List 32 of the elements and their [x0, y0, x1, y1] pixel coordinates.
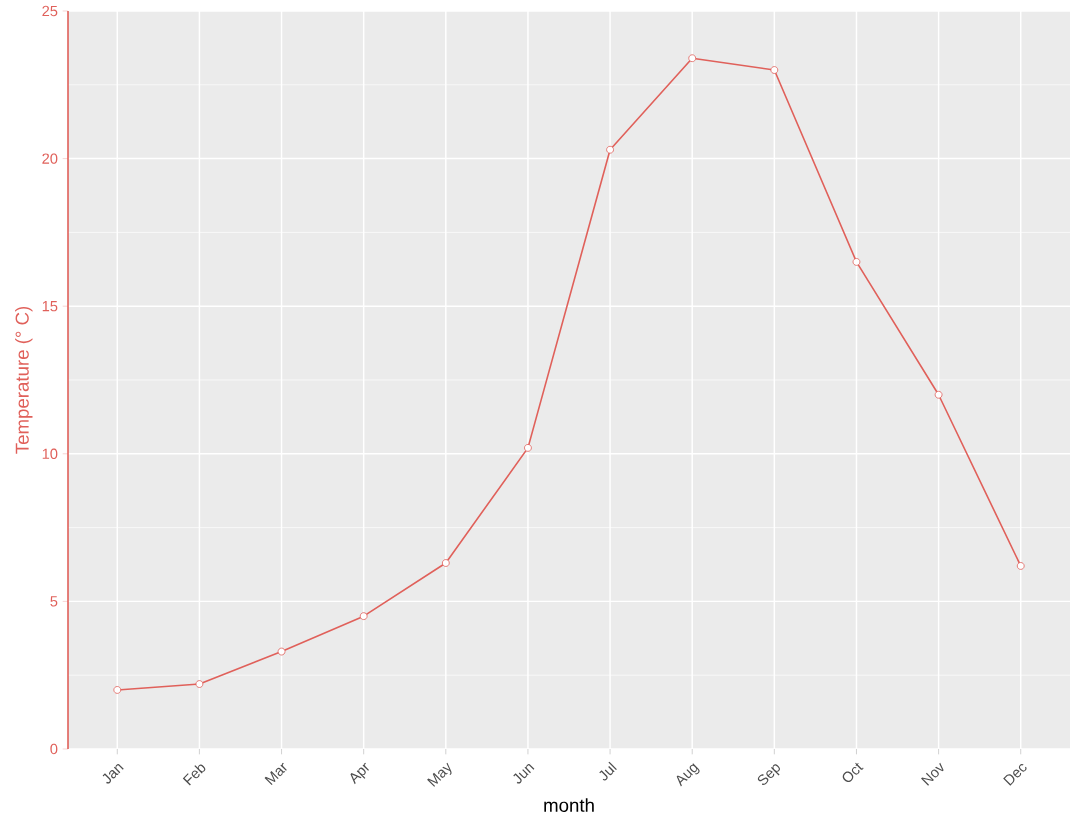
point [688, 54, 697, 63]
x-tick-label: Mar [264, 762, 287, 786]
y-tick-label: 20 [42, 153, 58, 164]
y-tick-label: 5 [50, 596, 58, 607]
point [934, 390, 943, 399]
point [852, 258, 861, 266]
x-tick-label: Feb [182, 764, 206, 786]
point [441, 559, 450, 567]
point [606, 145, 614, 154]
point [524, 444, 532, 452]
y-axis-title: Temperature (° C) [15, 306, 33, 454]
y-tick-label: 25 [42, 5, 58, 17]
x-tick-label: Dec [1003, 763, 1027, 786]
point [770, 66, 779, 74]
x-tick-label: Jan [102, 764, 124, 784]
x-tick-label: Aug [676, 763, 700, 787]
point [277, 647, 286, 656]
x-tick-label: Apr [350, 762, 369, 785]
point [113, 686, 122, 694]
x-tick-label: Oct [842, 762, 864, 783]
point [1016, 562, 1025, 570]
point [195, 680, 204, 688]
x-tick-label: Jul [599, 761, 617, 781]
y-tick-label: 0 [50, 743, 58, 755]
x-tick-label: Jun [513, 764, 535, 784]
y-tick-label: 15 [42, 301, 58, 312]
x-axis-title: month [544, 798, 594, 812]
y-tick-label: 10 [42, 448, 58, 459]
point [359, 612, 368, 621]
x-tick-label: Nov [921, 762, 944, 786]
x-tick-label: May [427, 762, 452, 787]
x-tick-label: Sep [757, 764, 781, 785]
